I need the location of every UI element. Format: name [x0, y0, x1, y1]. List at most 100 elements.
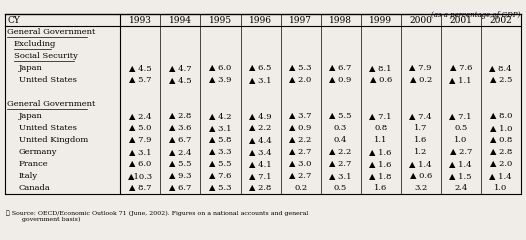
Text: ▲ 2.7: ▲ 2.7	[450, 148, 472, 156]
Text: 2000: 2000	[409, 16, 432, 25]
Text: ▲ 0.6: ▲ 0.6	[410, 172, 432, 180]
Text: ▲ 2.4: ▲ 2.4	[169, 148, 191, 156]
Text: Japan: Japan	[18, 64, 43, 72]
Text: ▲ 7.9: ▲ 7.9	[409, 64, 432, 72]
Text: ▲ 2.5: ▲ 2.5	[490, 76, 512, 84]
Text: ▲ 2.7: ▲ 2.7	[289, 148, 312, 156]
Text: Germany: Germany	[18, 148, 57, 156]
Text: 2.4: 2.4	[454, 184, 468, 192]
Text: ▲ 2.0: ▲ 2.0	[490, 160, 512, 168]
Text: ▲ 8.4: ▲ 8.4	[489, 64, 512, 72]
Text: ▲ 7.1: ▲ 7.1	[369, 112, 392, 120]
Text: ▲ 3.3: ▲ 3.3	[209, 148, 232, 156]
Text: 3.2: 3.2	[414, 184, 427, 192]
Text: ▲ 6.7: ▲ 6.7	[169, 184, 191, 192]
Text: ▲ 6.7: ▲ 6.7	[329, 64, 352, 72]
Text: General Government: General Government	[7, 100, 96, 108]
Text: ▲ 0.9: ▲ 0.9	[329, 76, 352, 84]
Text: ▲ 8.1: ▲ 8.1	[369, 64, 392, 72]
Text: France: France	[18, 160, 48, 168]
Text: ▲ 7.6: ▲ 7.6	[450, 64, 472, 72]
Text: ▲ 3.1: ▲ 3.1	[249, 76, 272, 84]
Text: ▲ 1.6: ▲ 1.6	[369, 148, 392, 156]
Text: ▲ 7.9: ▲ 7.9	[129, 136, 151, 144]
Text: ▲ 5.3: ▲ 5.3	[209, 184, 232, 192]
Text: ▲ 0.6: ▲ 0.6	[369, 76, 392, 84]
Text: 0.2: 0.2	[294, 184, 307, 192]
Text: ▲ 4.9: ▲ 4.9	[249, 112, 272, 120]
Text: 1995: 1995	[209, 16, 232, 25]
Text: 1994: 1994	[169, 16, 192, 25]
Text: ▲ 8.0: ▲ 8.0	[490, 112, 512, 120]
Text: Japan: Japan	[18, 112, 43, 120]
Text: 0.5: 0.5	[334, 184, 347, 192]
Text: ▲ 1.4: ▲ 1.4	[449, 160, 472, 168]
Text: ▲ 0.2: ▲ 0.2	[410, 76, 432, 84]
Text: ▲ 3.1: ▲ 3.1	[209, 124, 232, 132]
Text: ▲ 0.9: ▲ 0.9	[289, 124, 312, 132]
Text: 1.1: 1.1	[374, 136, 387, 144]
Text: 0.3: 0.3	[334, 124, 347, 132]
Text: ▲ 7.6: ▲ 7.6	[209, 172, 231, 180]
Text: ▲ 7.4: ▲ 7.4	[409, 112, 432, 120]
Text: 1998: 1998	[329, 16, 352, 25]
Text: ▲ 4.5: ▲ 4.5	[169, 76, 192, 84]
Text: ▲ 8.7: ▲ 8.7	[129, 184, 151, 192]
Text: ▲ 3.0: ▲ 3.0	[289, 160, 312, 168]
Text: ▲ 2.8: ▲ 2.8	[490, 148, 512, 156]
Text: ▲ 1.8: ▲ 1.8	[369, 172, 392, 180]
Text: ▲ 0.8: ▲ 0.8	[490, 136, 512, 144]
Text: ▲ 5.5: ▲ 5.5	[169, 160, 191, 168]
Text: ▲ 2.7: ▲ 2.7	[289, 172, 312, 180]
Text: 1996: 1996	[249, 16, 272, 25]
Text: Excluding: Excluding	[14, 40, 56, 48]
Text: ▲ 5.5: ▲ 5.5	[329, 112, 352, 120]
Text: (as a percentage of GDP): (as a percentage of GDP)	[431, 11, 521, 19]
Text: ▲ 1.1: ▲ 1.1	[449, 76, 472, 84]
Text: 0.5: 0.5	[454, 124, 467, 132]
Text: 1.0: 1.0	[494, 184, 508, 192]
Text: 1999: 1999	[369, 16, 392, 25]
Text: ▲ 1.4: ▲ 1.4	[489, 172, 512, 180]
Text: ▲ 2.2: ▲ 2.2	[289, 136, 312, 144]
Text: ▲ 5.3: ▲ 5.3	[289, 64, 312, 72]
Text: 1.2: 1.2	[414, 148, 427, 156]
Text: ▲ 3.1: ▲ 3.1	[129, 148, 151, 156]
Text: ▲ 7.1: ▲ 7.1	[449, 112, 472, 120]
Text: Italy: Italy	[18, 172, 38, 180]
Text: ▲ 5.8: ▲ 5.8	[209, 136, 232, 144]
Text: General Government: General Government	[7, 28, 96, 36]
Text: 1.7: 1.7	[414, 124, 427, 132]
Text: ▲ 2.7: ▲ 2.7	[329, 160, 352, 168]
Text: ▲ 3.6: ▲ 3.6	[169, 124, 191, 132]
Text: 2002: 2002	[489, 16, 512, 25]
Text: ▲ 1.4: ▲ 1.4	[409, 160, 432, 168]
Text: United States: United States	[18, 76, 77, 84]
Text: ▲ 2.2: ▲ 2.2	[249, 124, 271, 132]
Text: ▲ 9.3: ▲ 9.3	[169, 172, 191, 180]
Text: ▲ 3.4: ▲ 3.4	[249, 148, 272, 156]
Text: 1.0: 1.0	[454, 136, 467, 144]
Text: CY: CY	[8, 16, 21, 25]
Text: ▲ 3.7: ▲ 3.7	[289, 112, 312, 120]
Text: ▲ 6.0: ▲ 6.0	[209, 64, 231, 72]
Text: 1993: 1993	[129, 16, 152, 25]
Text: ▲ 6.5: ▲ 6.5	[249, 64, 272, 72]
Text: ▲ 5.0: ▲ 5.0	[129, 124, 151, 132]
Text: United States: United States	[18, 124, 77, 132]
Text: 2001: 2001	[449, 16, 472, 25]
Text: ▲ 2.8: ▲ 2.8	[169, 112, 191, 120]
Text: ▲ 7.1: ▲ 7.1	[249, 172, 272, 180]
Text: ▲ 3.9: ▲ 3.9	[209, 76, 232, 84]
Text: United Kingdom: United Kingdom	[18, 136, 88, 144]
Text: ▲ 2.8: ▲ 2.8	[249, 184, 272, 192]
Text: Canada: Canada	[18, 184, 50, 192]
Text: Social Security: Social Security	[14, 52, 77, 60]
Text: ▲ 6.7: ▲ 6.7	[169, 136, 191, 144]
Text: ▲ 1.6: ▲ 1.6	[369, 160, 392, 168]
Text: ▲ 3.1: ▲ 3.1	[329, 172, 352, 180]
Text: ▲ 4.4: ▲ 4.4	[249, 136, 272, 144]
Text: 0.4: 0.4	[334, 136, 347, 144]
Text: ※ Source: OECD/Economic Outlook 71 (June, 2002). Figures on a national accounts : ※ Source: OECD/Economic Outlook 71 (June…	[6, 210, 309, 222]
Text: ▲ 4.7: ▲ 4.7	[169, 64, 192, 72]
